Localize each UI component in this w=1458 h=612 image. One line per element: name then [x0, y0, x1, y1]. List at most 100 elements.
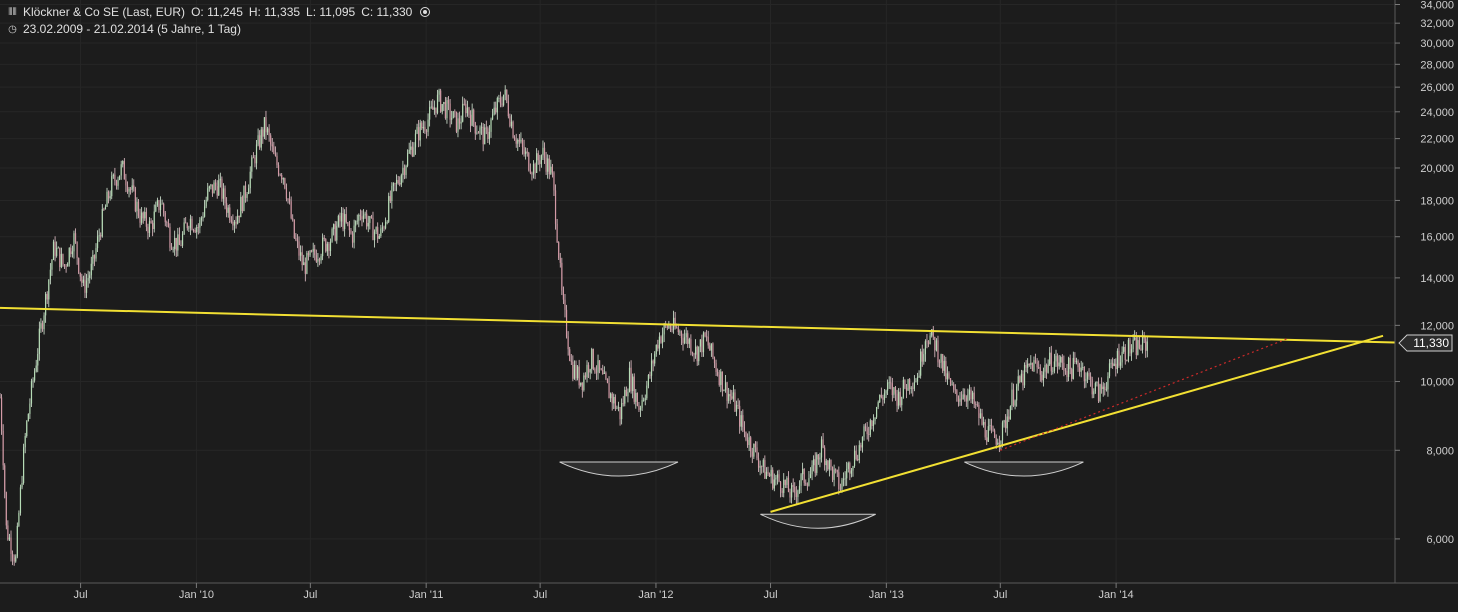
- candle-body: [106, 191, 108, 207]
- candle-body: [314, 248, 316, 256]
- candle-body: [166, 222, 168, 223]
- candle-body: [768, 474, 771, 477]
- candle-body: [888, 382, 890, 384]
- candle-body: [696, 346, 698, 362]
- candle-body: [746, 440, 749, 445]
- candle-body: [82, 279, 85, 283]
- open-value: O: 11,245: [191, 5, 243, 19]
- candle-body: [690, 339, 692, 353]
- candle-body: [520, 139, 522, 142]
- candle-body: [111, 176, 113, 197]
- candle-body: [647, 375, 649, 386]
- candle-body: [891, 383, 893, 396]
- candle-body: [860, 445, 862, 448]
- high-value: H: 11,335: [248, 5, 301, 19]
- candle-body: [757, 458, 760, 468]
- candle-body: [441, 104, 443, 112]
- candle-body: [761, 466, 763, 467]
- candle-body: [397, 179, 399, 184]
- candle-body: [389, 196, 391, 201]
- candle-body: [87, 278, 89, 281]
- candle-body: [1001, 422, 1004, 441]
- candle-body: [954, 389, 956, 391]
- candle-body: [1094, 383, 1096, 392]
- candle-body: [1096, 382, 1098, 384]
- candle-body: [545, 157, 547, 172]
- candle-body: [594, 368, 596, 373]
- candle-body: [868, 434, 870, 435]
- candle-body: [518, 139, 520, 142]
- candle-body: [940, 354, 942, 363]
- candle-body: [819, 457, 821, 460]
- candle-body: [649, 375, 651, 376]
- clock-icon[interactable]: ◷: [8, 23, 17, 35]
- candle-body: [71, 251, 73, 255]
- candle-body: [668, 325, 670, 329]
- candle-body: [691, 352, 694, 354]
- candle-body: [709, 345, 711, 351]
- y-tick-label: 34,000: [1420, 0, 1454, 11]
- candle-body: [608, 383, 610, 399]
- candle-body: [580, 382, 582, 386]
- ohlc-bars-icon[interactable]: ⫴⫴: [8, 6, 17, 18]
- candle-body: [543, 147, 546, 158]
- candle-body: [798, 485, 801, 491]
- candle-body: [1016, 386, 1018, 401]
- candle-body: [924, 341, 926, 355]
- candle-body: [589, 369, 591, 373]
- candle-body: [288, 198, 291, 202]
- candle-body: [265, 117, 267, 133]
- candle-body: [921, 351, 923, 362]
- candle-body: [104, 206, 107, 210]
- candle-body: [945, 360, 947, 380]
- candle-body: [855, 450, 857, 460]
- candle-body: [879, 394, 881, 403]
- candle-body: [19, 487, 22, 513]
- candle-body: [386, 221, 388, 223]
- candle-body: [794, 486, 796, 493]
- candle-body: [421, 122, 423, 129]
- candle-body: [745, 431, 747, 441]
- x-tick-label: Jan '12: [638, 589, 673, 601]
- candle-body: [452, 111, 454, 119]
- candle-body: [329, 241, 332, 251]
- candle-body: [877, 402, 879, 408]
- candle-body: [170, 247, 173, 250]
- candle-body: [416, 127, 418, 134]
- candle-body: [916, 377, 919, 382]
- candle-body: [578, 366, 580, 386]
- candle-body: [101, 209, 103, 237]
- settings-circle-icon[interactable]: [420, 7, 431, 17]
- candle-body: [683, 337, 686, 344]
- candle-body: [704, 332, 706, 337]
- candle-body: [962, 394, 964, 400]
- candle-body: [1108, 363, 1111, 377]
- candle-body: [32, 380, 34, 382]
- candle-body: [1071, 369, 1073, 379]
- candle-body: [622, 403, 624, 405]
- candle-body: [723, 390, 725, 391]
- candle-body: [443, 102, 445, 105]
- candle-body: [351, 233, 354, 243]
- candle-body: [1042, 371, 1045, 381]
- candle-body: [638, 405, 640, 410]
- candle-body: [342, 213, 344, 230]
- candle-body: [1003, 420, 1005, 423]
- candle-body: [559, 257, 561, 263]
- candle-body: [737, 404, 739, 406]
- candle-body: [262, 129, 264, 137]
- candle-body: [178, 234, 181, 246]
- candle-body: [213, 182, 215, 194]
- candle-body: [918, 375, 920, 378]
- candle-body: [373, 231, 376, 241]
- candle-body: [130, 188, 132, 190]
- candle-body: [491, 114, 494, 120]
- candle-body: [197, 227, 199, 228]
- candle-body: [318, 259, 321, 261]
- candle-body: [155, 204, 157, 212]
- candle-body: [909, 379, 911, 389]
- candle-body: [192, 229, 195, 231]
- candle-body: [706, 336, 708, 338]
- candle-body: [320, 256, 322, 261]
